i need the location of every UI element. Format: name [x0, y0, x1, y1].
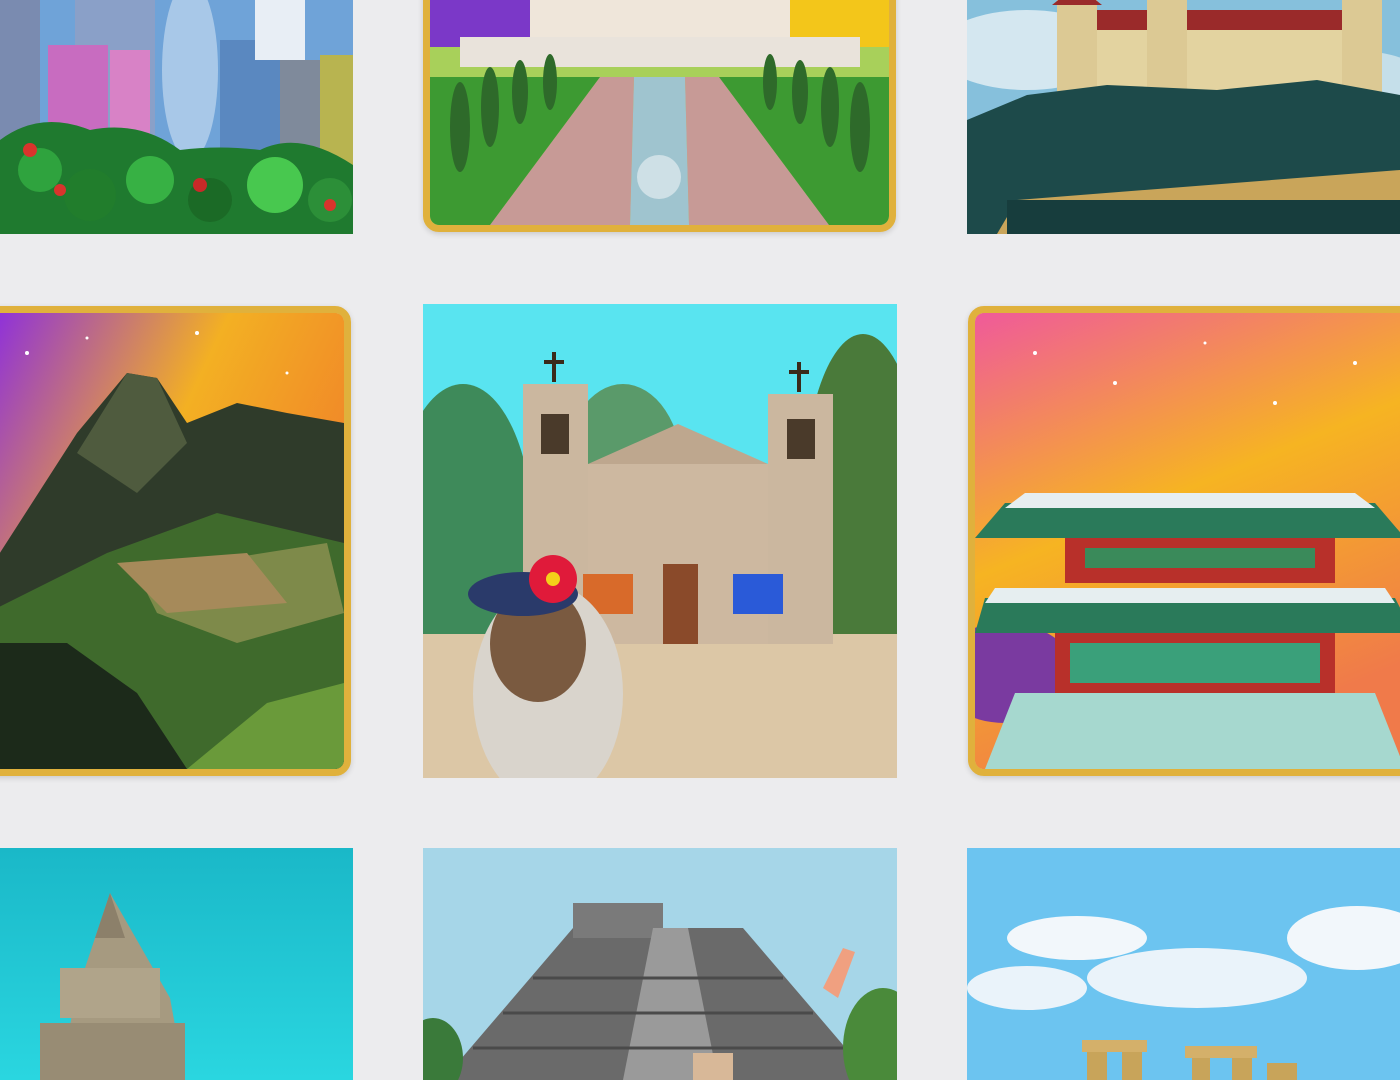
cathedral-with-woman-illustration	[423, 304, 897, 778]
tile-korean-palace[interactable]	[968, 306, 1400, 776]
stonehenge-illustration	[967, 848, 1400, 1080]
tile-machu-picchu[interactable]	[0, 306, 351, 776]
city-skyline-illustration	[0, 0, 353, 234]
tile-castle[interactable]	[967, 0, 1400, 234]
hilltop-castle-illustration	[967, 0, 1400, 234]
tile-havana-cathedral[interactable]	[423, 304, 897, 778]
taj-mahal-illustration	[430, 0, 889, 225]
tile-skyline[interactable]	[0, 0, 353, 234]
stone-temple-illustration	[0, 848, 353, 1080]
tile-taj-mahal[interactable]	[423, 0, 896, 232]
machu-picchu-illustration	[0, 313, 344, 769]
tile-chichen-itza[interactable]	[423, 848, 897, 1080]
korean-palace-illustration	[975, 313, 1400, 769]
tile-temple[interactable]	[0, 848, 353, 1080]
tile-stonehenge[interactable]	[967, 848, 1400, 1080]
mayan-pyramid-illustration	[423, 848, 897, 1080]
